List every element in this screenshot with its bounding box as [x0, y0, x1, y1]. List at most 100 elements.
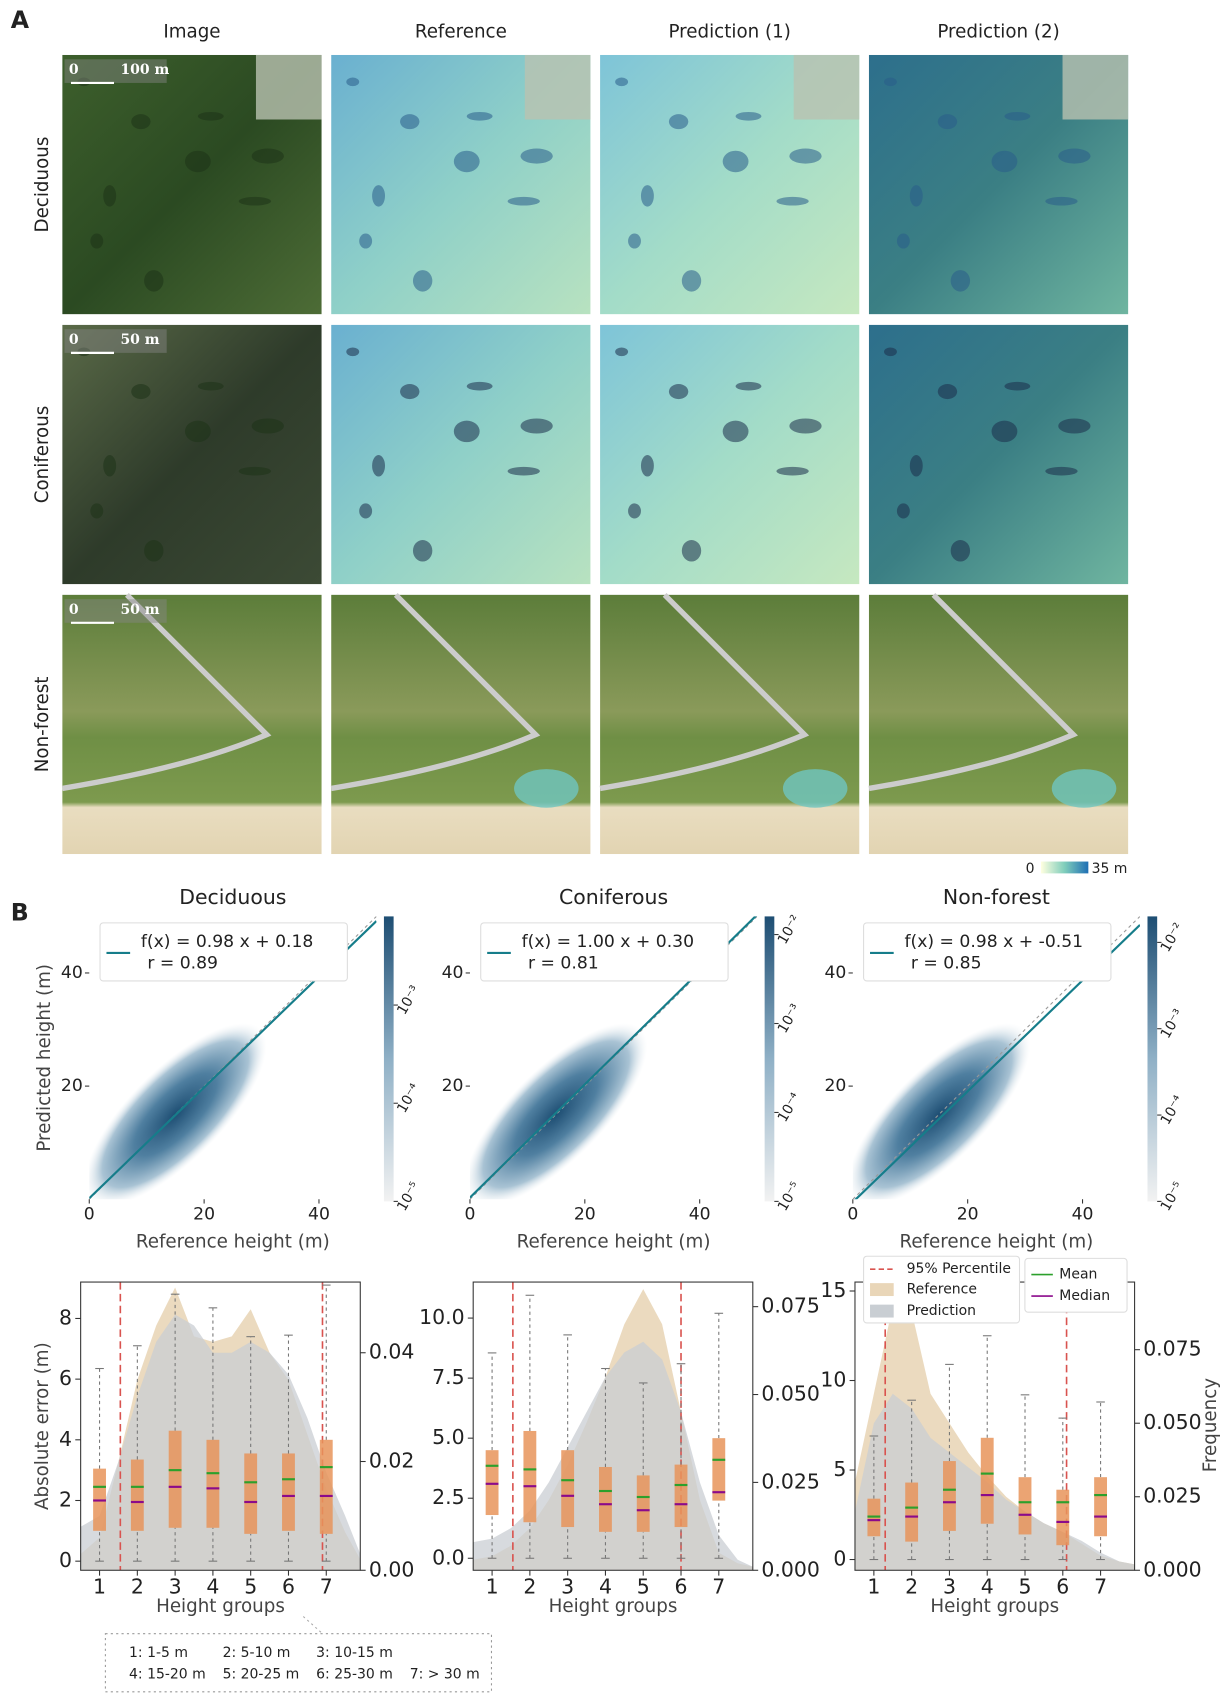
y2-tick-label: 0.02 [369, 1449, 414, 1473]
road [330, 592, 541, 792]
y2-tick-label: 0.075 [1143, 1337, 1201, 1361]
x-tick-label: 5 [1019, 1574, 1032, 1598]
scale-bar-bg [64, 59, 167, 83]
texture [937, 384, 958, 400]
y-tick-label: 20 [824, 1076, 846, 1096]
y-tick-label: 20 [61, 1076, 83, 1096]
map-tile [62, 594, 322, 855]
scale-start: 0 [69, 602, 79, 618]
texture [346, 347, 360, 357]
group-key: 3: 10-15 m [316, 1645, 393, 1661]
map-tile [600, 324, 860, 585]
texture [991, 150, 1018, 173]
texture [1058, 418, 1091, 434]
colorbar-tick-label: 10⁻⁵ [775, 1179, 804, 1214]
box [561, 1450, 575, 1528]
box [130, 1459, 144, 1531]
y2-tick-label: 0.04 [369, 1340, 414, 1364]
tree-height [782, 769, 848, 808]
x-tick-label: 6 [1056, 1574, 1069, 1598]
y-tick-label: 6 [59, 1366, 72, 1390]
texture [359, 233, 373, 249]
scale-bar-bg [64, 599, 167, 623]
x-axis-label: Height groups [549, 1596, 678, 1617]
texture [991, 420, 1018, 443]
texture [131, 114, 151, 130]
texture [372, 185, 386, 207]
scale-end: 100 m [120, 62, 169, 78]
field-patch [524, 54, 591, 120]
texture [238, 196, 272, 206]
legend-box [1024, 1257, 1128, 1313]
texture [1058, 148, 1091, 164]
scale-start: 0 [69, 62, 79, 78]
chart-title: Coniferous [559, 885, 668, 909]
texture [937, 114, 958, 130]
texture [507, 196, 540, 206]
x-tick-label: 3 [561, 1574, 574, 1598]
x-tick-label: 40 [308, 1204, 330, 1224]
box [206, 1439, 220, 1528]
texture [400, 384, 420, 400]
y-tick-label: 0.0 [432, 1545, 464, 1569]
group-key: 1: 1-5 m [129, 1645, 188, 1661]
y-tick-label: 5 [833, 1457, 846, 1481]
road [61, 592, 272, 792]
texture [103, 455, 117, 477]
y2-tick-label: 0.050 [1143, 1410, 1201, 1434]
x-tick-label: 20 [574, 1204, 596, 1224]
map-tile [868, 324, 1129, 585]
box [905, 1482, 919, 1542]
box [168, 1430, 182, 1528]
colorbar [1147, 916, 1158, 1202]
x-tick-label: 6 [675, 1574, 688, 1598]
texture [197, 381, 224, 391]
texture [776, 466, 809, 476]
texture [372, 455, 386, 477]
texture [615, 77, 629, 87]
box [599, 1466, 612, 1532]
road [599, 592, 810, 792]
texture [615, 347, 629, 357]
texture [950, 270, 971, 292]
y-tick-label: 7.5 [432, 1365, 464, 1389]
texture [668, 114, 689, 130]
texture [628, 233, 641, 249]
texture [412, 540, 433, 562]
legend-label: Reference [907, 1282, 977, 1298]
texture [681, 540, 702, 562]
y2-tick-label: 0.075 [761, 1294, 819, 1318]
texture [197, 111, 224, 121]
texture [896, 233, 910, 249]
y-tick-label: 2.5 [432, 1485, 464, 1509]
box [980, 1437, 994, 1524]
texture [103, 185, 117, 207]
y-tick-label: 0 [833, 1547, 846, 1571]
colorbar-tick-label: 10⁻⁴ [394, 1081, 423, 1116]
column-header: Prediction (2) [937, 21, 1059, 42]
x-axis-label: Reference height (m) [899, 1231, 1093, 1252]
colorbar-tick-label: 10⁻⁴ [1158, 1093, 1187, 1128]
histogram-area [473, 1341, 753, 1571]
x-tick-label: 7 [712, 1574, 725, 1598]
texture [950, 540, 971, 562]
x-tick-label: 3 [169, 1574, 182, 1598]
box [1018, 1477, 1032, 1535]
colorbar-tick-label: 10⁻³ [1158, 1007, 1187, 1042]
x-tick-label: 7 [1094, 1574, 1107, 1598]
group-key: 2: 5-10 m [223, 1645, 291, 1661]
texture [131, 384, 151, 400]
y-tick-label: 4 [59, 1427, 72, 1451]
column-header: Image [163, 21, 220, 42]
tree-height [1051, 769, 1117, 808]
texture [884, 77, 897, 87]
colorbar-tick-label: 10⁻³ [775, 1001, 804, 1036]
texture [722, 420, 749, 443]
map-tile [868, 594, 1129, 855]
texture [520, 418, 553, 434]
colorbar-max: 35 m [1092, 861, 1128, 877]
scale-end: 50 m [120, 332, 159, 348]
field-patch [255, 54, 322, 120]
x-tick-label: 40 [689, 1204, 711, 1224]
